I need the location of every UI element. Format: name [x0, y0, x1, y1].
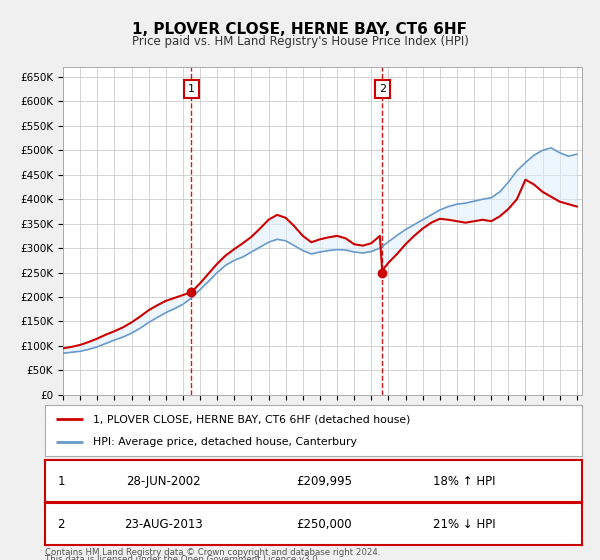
- Text: 1, PLOVER CLOSE, HERNE BAY, CT6 6HF (detached house): 1, PLOVER CLOSE, HERNE BAY, CT6 6HF (det…: [94, 414, 411, 424]
- Text: 1: 1: [58, 475, 65, 488]
- Text: Price paid vs. HM Land Registry's House Price Index (HPI): Price paid vs. HM Land Registry's House …: [131, 35, 469, 48]
- Text: 1: 1: [188, 84, 195, 94]
- Text: 28-JUN-2002: 28-JUN-2002: [126, 475, 200, 488]
- Text: £209,995: £209,995: [296, 475, 352, 488]
- Text: 21% ↓ HPI: 21% ↓ HPI: [433, 518, 495, 531]
- Text: 1, PLOVER CLOSE, HERNE BAY, CT6 6HF: 1, PLOVER CLOSE, HERNE BAY, CT6 6HF: [133, 22, 467, 38]
- Text: 23-AUG-2013: 23-AUG-2013: [124, 518, 203, 531]
- Text: 18% ↑ HPI: 18% ↑ HPI: [433, 475, 495, 488]
- Text: This data is licensed under the Open Government Licence v3.0.: This data is licensed under the Open Gov…: [45, 555, 320, 560]
- Text: 2: 2: [379, 84, 386, 94]
- Text: Contains HM Land Registry data © Crown copyright and database right 2024.: Contains HM Land Registry data © Crown c…: [45, 548, 380, 557]
- Text: 2: 2: [58, 518, 65, 531]
- Text: £250,000: £250,000: [296, 518, 352, 531]
- Text: HPI: Average price, detached house, Canterbury: HPI: Average price, detached house, Cant…: [94, 437, 357, 447]
